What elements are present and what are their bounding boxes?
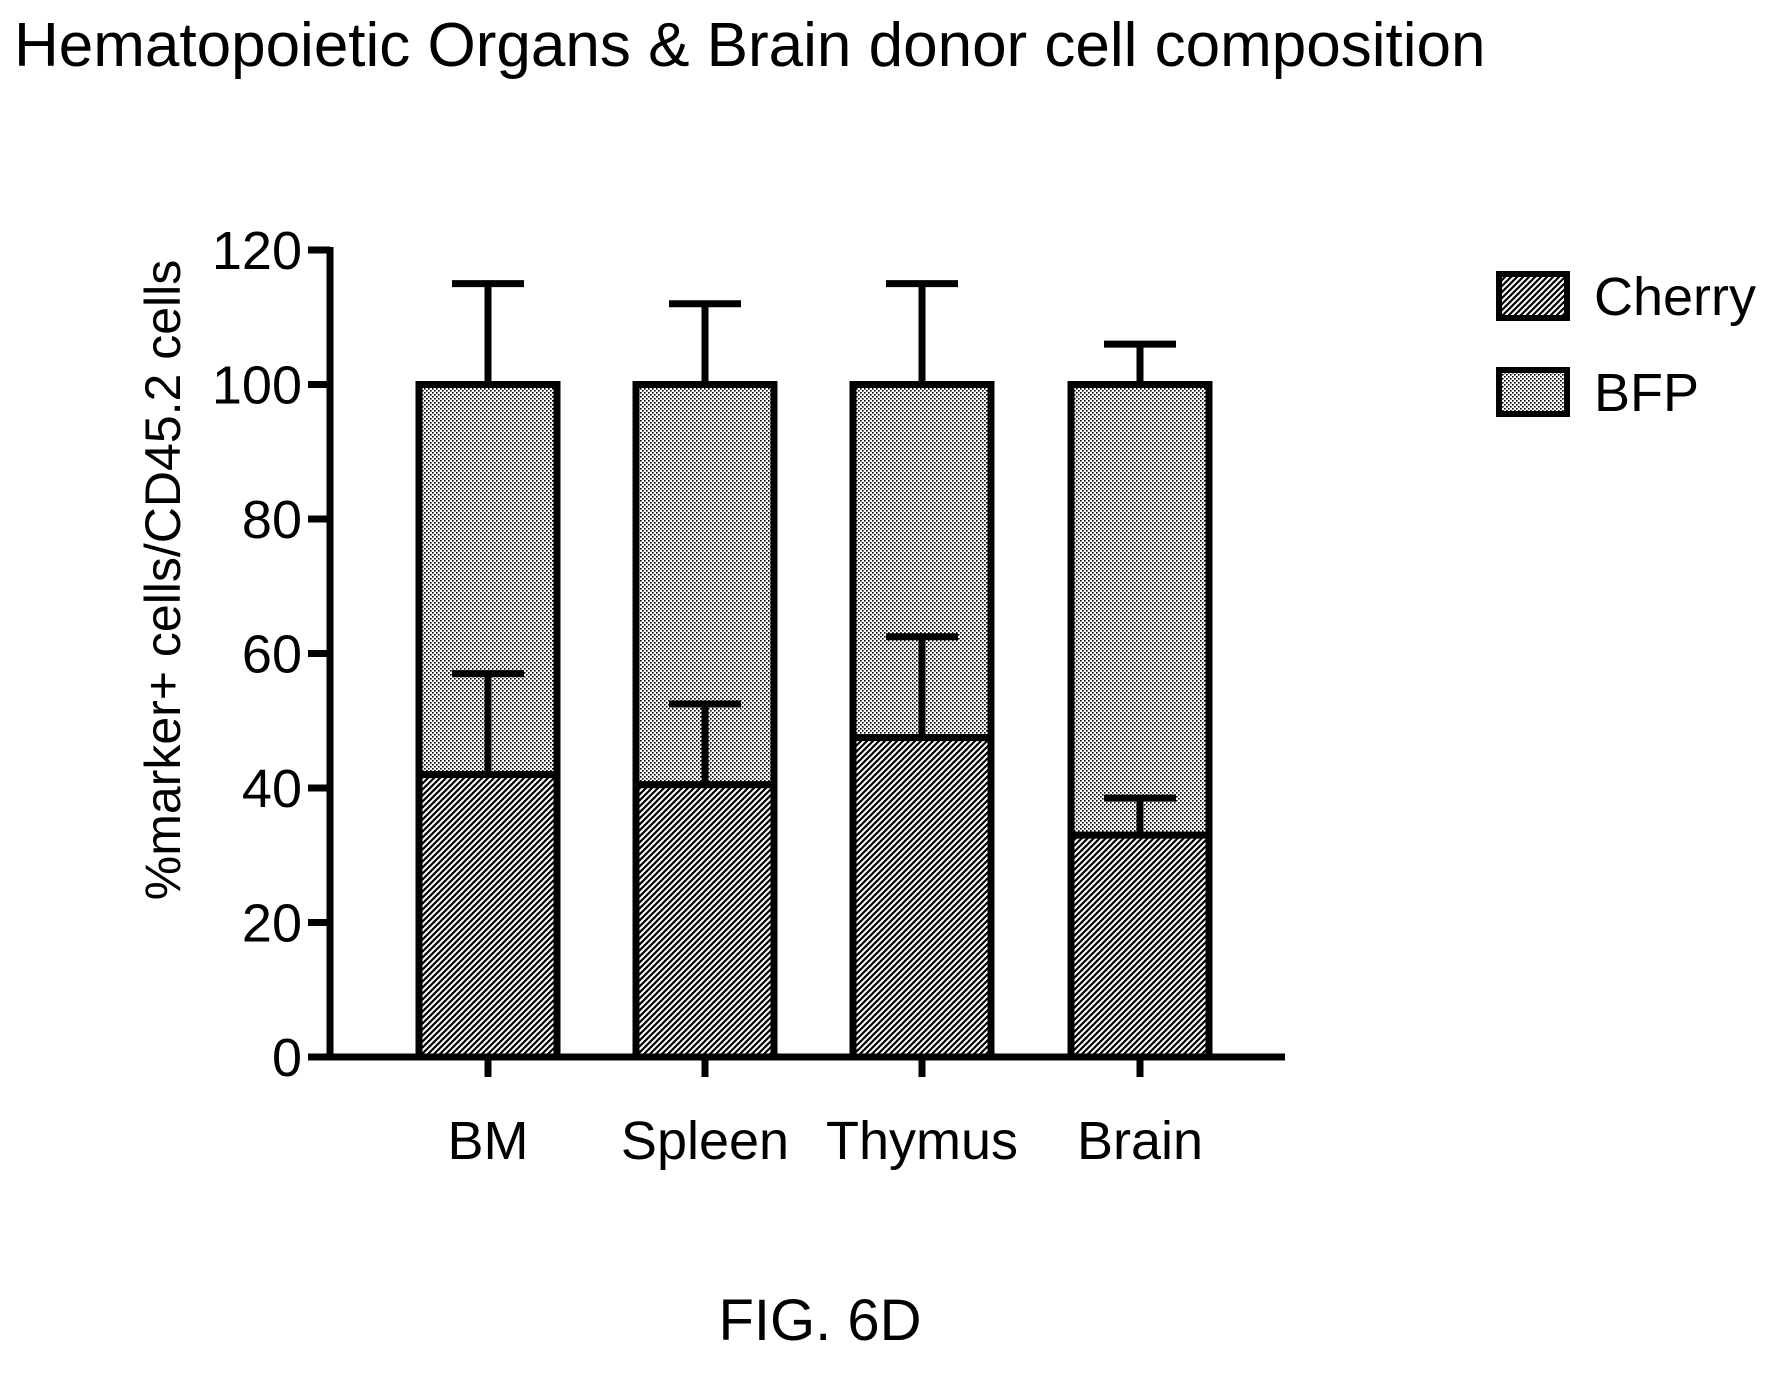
x-tick-label: Brain xyxy=(1077,1111,1203,1171)
y-axis-title: %marker+ cells/CD45.2 cells xyxy=(135,260,191,900)
y-tick-label: 40 xyxy=(242,759,302,819)
bars xyxy=(415,280,1213,1061)
legend: Cherry BFP xyxy=(1496,267,1756,423)
figure-label: FIG. 6D xyxy=(718,1288,921,1353)
y-tick-label: 60 xyxy=(242,625,302,685)
x-tick-label: Thymus xyxy=(826,1111,1018,1171)
y-tick-label: 120 xyxy=(212,221,302,281)
y-tick-label: 100 xyxy=(212,356,302,416)
bar-cherry xyxy=(1067,831,1213,1061)
axes: 0 20 40 60 80 100 120 BM Spleen Thymus Brain xyxy=(212,221,1285,1171)
bar-cherry xyxy=(849,734,995,1061)
x-tick-label: BM xyxy=(448,1111,529,1171)
legend-swatch-bfp xyxy=(1496,367,1570,417)
bar-cherry xyxy=(415,771,561,1061)
y-tick-label: 20 xyxy=(242,894,302,954)
legend-swatch-cherry xyxy=(1496,271,1570,321)
chart-title: Hematopoietic Organs & Brain donor cell … xyxy=(14,11,1486,80)
x-tick-label: Spleen xyxy=(621,1111,789,1171)
bar-bfp xyxy=(1067,381,1213,839)
legend-label-bfp: BFP xyxy=(1594,363,1699,423)
legend-label-cherry: Cherry xyxy=(1594,267,1756,327)
y-tick-label: 0 xyxy=(272,1028,302,1088)
bar-cherry xyxy=(632,781,778,1061)
y-tick-label: 80 xyxy=(242,490,302,550)
